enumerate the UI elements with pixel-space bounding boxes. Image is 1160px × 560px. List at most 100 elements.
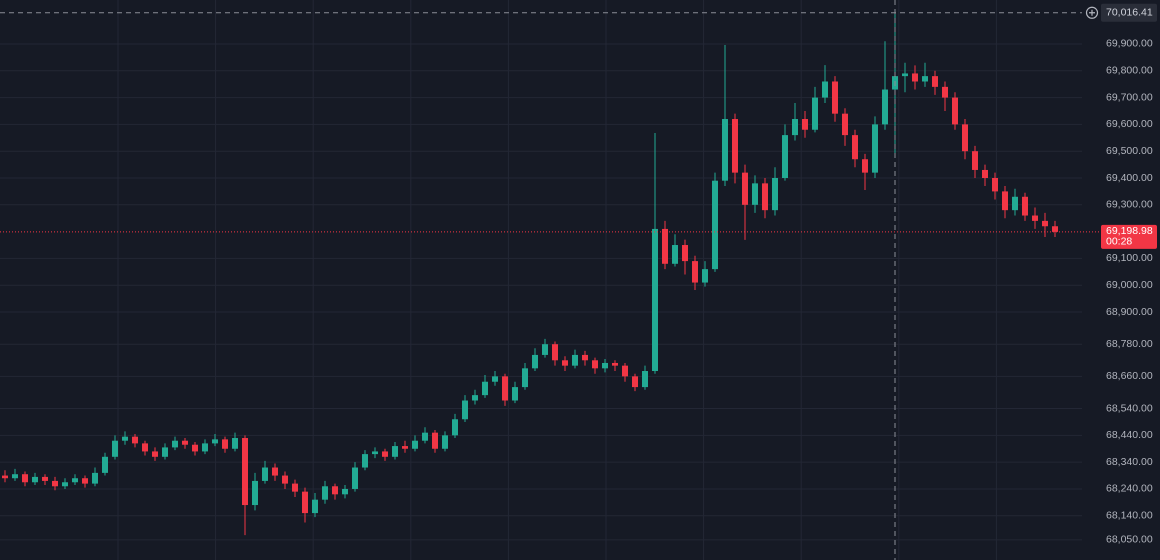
candle-body xyxy=(272,467,278,476)
candle-body xyxy=(62,482,68,487)
candle-body xyxy=(802,119,808,130)
y-tick-label: 68,050.00 xyxy=(1106,534,1153,546)
y-tick-label: 69,000.00 xyxy=(1106,279,1153,291)
candle-body xyxy=(12,474,18,479)
candle-body xyxy=(362,454,368,468)
candle-body xyxy=(402,446,408,449)
candle-body xyxy=(432,432,438,449)
candle-body xyxy=(1042,220,1048,227)
candle-body xyxy=(622,365,628,377)
candle-body xyxy=(972,151,978,170)
candle-body xyxy=(612,362,618,366)
candle-body xyxy=(142,443,148,452)
y-tick-label: 69,500.00 xyxy=(1106,145,1153,157)
y-tick-label: 68,540.00 xyxy=(1106,402,1153,414)
add-alert-plus xyxy=(1089,9,1095,16)
y-tick-label: 68,900.00 xyxy=(1106,306,1153,318)
candle-body xyxy=(152,451,158,457)
candle-body xyxy=(472,395,478,401)
candle-body xyxy=(952,97,958,125)
candle-body xyxy=(262,467,268,481)
candle-body xyxy=(72,478,78,483)
candle-body xyxy=(602,362,608,369)
candle-body xyxy=(342,488,348,495)
candle-body xyxy=(192,444,198,452)
y-tick-label: 69,900.00 xyxy=(1106,38,1153,50)
candle-body xyxy=(42,476,48,481)
candle-body xyxy=(922,76,928,82)
candle-body xyxy=(942,86,948,98)
candle-body xyxy=(532,354,538,369)
candle-body xyxy=(422,432,428,441)
candle-body xyxy=(822,81,828,98)
candle-body xyxy=(1002,191,1008,211)
crosshair-box xyxy=(1101,3,1157,22)
candle-body xyxy=(732,119,738,173)
y-tick-label: 69,100.00 xyxy=(1106,252,1153,264)
candle-body xyxy=(492,376,498,382)
candle-body xyxy=(292,483,298,492)
candle-body xyxy=(52,480,58,487)
crosshair-label: 70,016.41 xyxy=(1106,7,1153,19)
candle-body xyxy=(282,475,288,484)
candle-body xyxy=(642,371,648,388)
candle-body xyxy=(1052,226,1058,232)
candle-body xyxy=(782,135,788,178)
candle-body xyxy=(852,135,858,160)
candle-body xyxy=(242,438,248,506)
candle-body xyxy=(792,119,798,136)
candle-body xyxy=(322,486,328,500)
candle-body xyxy=(1032,215,1038,221)
candle-body xyxy=(172,440,178,448)
candle-body xyxy=(182,440,188,445)
candle-body xyxy=(312,499,318,514)
candle-body xyxy=(382,451,388,457)
candle-body xyxy=(512,387,518,401)
candle-body xyxy=(672,245,678,264)
y-tick-label: 68,660.00 xyxy=(1106,370,1153,382)
y-tick-label: 69,700.00 xyxy=(1106,91,1153,103)
y-tick-label: 68,440.00 xyxy=(1106,429,1153,441)
candle-body xyxy=(962,124,968,152)
candle-body xyxy=(2,475,8,479)
candle-body xyxy=(932,76,938,87)
candle-body xyxy=(742,172,748,205)
candle-body xyxy=(212,439,218,444)
candle-body xyxy=(392,446,398,457)
y-tick-label: 69,400.00 xyxy=(1106,172,1153,184)
countdown-label: 00:28 xyxy=(1106,236,1132,248)
candle-body xyxy=(1022,196,1028,216)
candle-body xyxy=(222,439,228,449)
candle-body xyxy=(702,269,708,283)
candle-body xyxy=(872,124,878,173)
candle-body xyxy=(102,456,108,473)
candle-body xyxy=(862,159,868,173)
candle-body xyxy=(722,119,728,181)
candle-body xyxy=(992,177,998,192)
candle-body xyxy=(502,376,508,401)
candle-body xyxy=(592,360,598,369)
candle-body xyxy=(482,381,488,396)
candle-body xyxy=(232,438,238,449)
candle-body xyxy=(162,447,168,457)
candle-body xyxy=(812,97,818,130)
candle-body xyxy=(352,467,358,489)
candle-body xyxy=(442,435,448,449)
candle-body xyxy=(22,474,28,483)
candle-body xyxy=(632,376,638,388)
candle-body xyxy=(712,180,718,270)
candle-body xyxy=(902,73,908,77)
candle-body xyxy=(522,368,528,388)
candle-body xyxy=(462,400,468,420)
candle-body xyxy=(302,491,308,514)
last-price-box xyxy=(1101,224,1157,249)
candle-body xyxy=(132,436,138,444)
y-tick-label: 69,300.00 xyxy=(1106,199,1153,211)
candle-body xyxy=(682,245,688,262)
candle-body xyxy=(762,183,768,211)
y-tick-label: 68,240.00 xyxy=(1106,483,1153,495)
candle-body xyxy=(982,169,988,178)
candle-body xyxy=(332,486,338,495)
